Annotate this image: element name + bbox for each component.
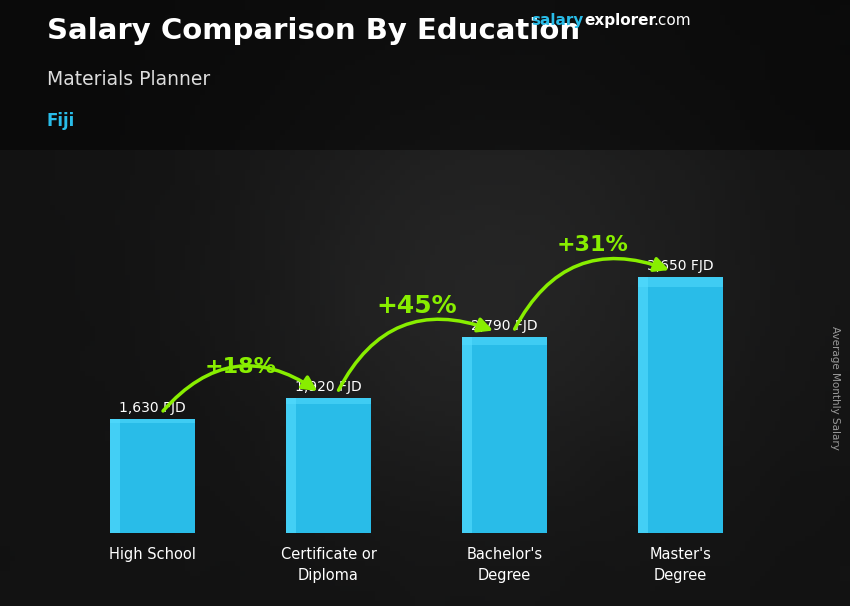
Text: 1,920 FJD: 1,920 FJD — [295, 381, 362, 395]
Text: 1,630 FJD: 1,630 FJD — [119, 401, 186, 415]
Bar — [462, 337, 547, 345]
Bar — [462, 337, 473, 533]
Text: salary: salary — [531, 13, 584, 28]
Bar — [638, 277, 722, 287]
Text: 3,650 FJD: 3,650 FJD — [648, 259, 714, 273]
Text: +18%: +18% — [205, 357, 276, 377]
Bar — [110, 419, 195, 423]
Text: explorer: explorer — [584, 13, 656, 28]
Text: .com: .com — [654, 13, 691, 28]
Text: +45%: +45% — [377, 293, 456, 318]
Text: Materials Planner: Materials Planner — [47, 70, 210, 88]
Bar — [462, 337, 547, 533]
Bar — [638, 277, 722, 533]
Bar — [286, 398, 371, 404]
Bar — [110, 419, 195, 533]
Bar — [286, 398, 371, 533]
Bar — [286, 398, 297, 533]
Text: Salary Comparison By Education: Salary Comparison By Education — [47, 17, 580, 45]
Text: Fiji: Fiji — [47, 112, 75, 130]
Text: 2,790 FJD: 2,790 FJD — [471, 319, 538, 333]
Text: +31%: +31% — [557, 235, 628, 255]
Text: Average Monthly Salary: Average Monthly Salary — [830, 326, 840, 450]
Bar — [638, 277, 649, 533]
Bar — [110, 419, 121, 533]
